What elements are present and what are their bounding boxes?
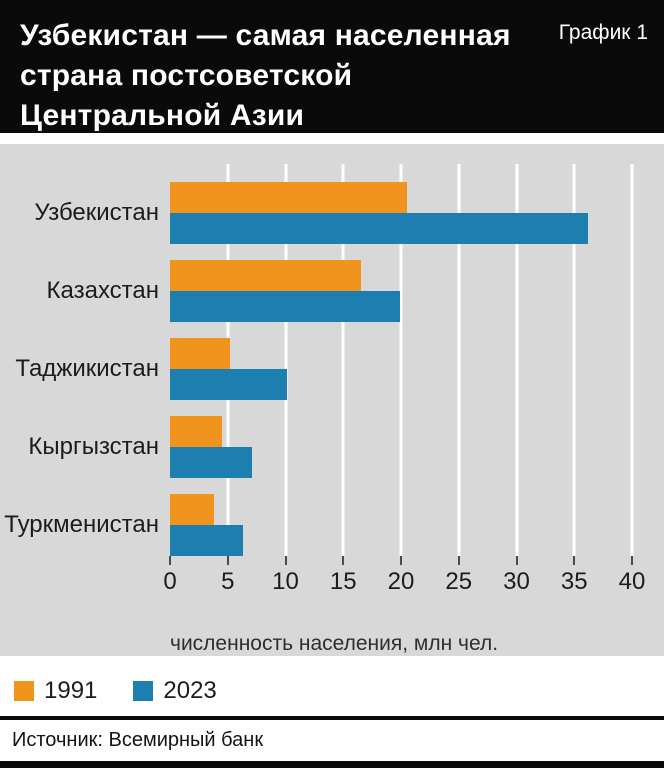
category-label: Узбекистан [34,198,159,226]
bar-2023 [170,368,287,400]
gridline [341,163,345,556]
header-spacer [0,133,664,144]
tick-mark [573,555,576,565]
chart-number-label: График 1 [558,21,648,44]
bottom-bar [0,760,664,768]
tick-mark [515,555,518,565]
legend-item-2023: 2023 [133,676,217,705]
x-axis-title: численность населения, млн чел. [170,631,499,655]
tick-label: 10 [272,567,299,595]
bar-2023 [170,524,243,556]
plot-area: Узбекистан Казахстан Таджикистан Кыргызстан… [0,144,664,556]
chart-row-5: Туркменистан [0,493,664,556]
category-label: Казахстан [46,276,159,304]
chart-rows: Узбекистан Казахстан Таджикистан Кыргызстан… [0,181,664,556]
bar-group [170,415,632,478]
bar-group [170,259,632,322]
tick-label: 35 [560,567,588,595]
tick-mark [342,555,345,565]
bar-2023 [170,212,589,244]
header: Узбекистан — самая населенная страна пос… [0,0,664,136]
tick-mark [631,555,633,565]
tick-mark [226,555,229,565]
tick-label: 0 [163,567,177,595]
legend-label: 1991 [44,676,98,704]
chart-panel: Узбекистан Казахстан Таджикистан Кыргызстан… [0,143,664,656]
bar-group [170,493,632,556]
gridline [515,163,518,556]
legend-item-1991: 1991 [14,677,97,705]
category-label: Таджикистан [15,354,159,382]
bar-1991 [170,181,407,213]
gridline [399,163,403,556]
divider-rule [0,715,664,720]
chart-row-3: Таджикистан [0,337,664,400]
bar-2023 [170,446,252,478]
chart-row-2: Казахстан [0,259,664,322]
tick-label: 40 [618,567,646,595]
legend-label: 2023 [163,676,217,704]
chart-row-1: Узбекистан [0,181,664,244]
x-axis: 0 5 10 15 20 25 30 35 40 [163,555,645,606]
chart-title-line-1: Узбекистан — самая населенная [20,19,511,52]
bar-1991 [170,415,222,447]
tick-mark [400,555,402,565]
chart-row-4: Кыргызстан [0,415,664,478]
gridline [630,163,634,556]
source-note: Источник: Всемирный банк [12,728,264,751]
legend: 1991 2023 [14,676,664,705]
bar-1991 [170,259,361,291]
tick-mark [169,555,171,565]
tick-label: 15 [329,567,357,595]
chart-title: Узбекистан — самая населенная страна пос… [20,16,559,136]
gridline [284,163,287,556]
category-label: Туркменистан [4,510,159,538]
bar-2023 [170,290,400,322]
legend-swatch [133,680,154,701]
category-label: Кыргызстан [28,432,159,460]
tick-label: 30 [503,567,530,595]
bar-1991 [170,337,231,369]
tick-label: 5 [221,567,235,595]
tick-mark [457,555,460,565]
tick-label: 25 [445,567,473,595]
legend-swatch [14,680,34,701]
bar-group [170,337,632,400]
tick-label: 20 [387,567,415,595]
gridline [572,163,576,556]
gridline [457,163,461,556]
bar-1991 [170,493,214,525]
bar-group [170,181,632,244]
chart-title-line-2: страна постсоветской Центральной Азии [20,58,353,132]
tick-mark [284,555,287,565]
